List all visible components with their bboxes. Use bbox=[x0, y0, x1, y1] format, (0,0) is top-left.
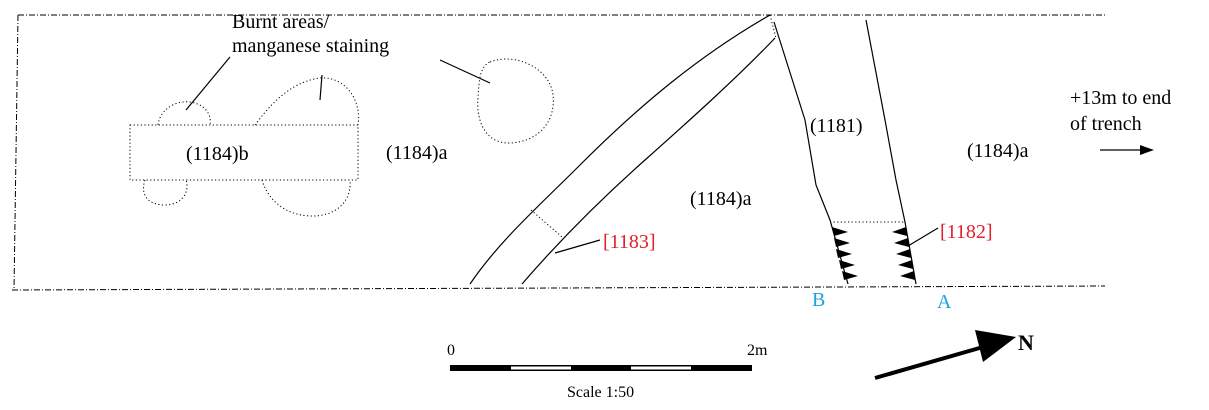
burnt-blob-top-left bbox=[157, 101, 211, 126]
extension-note-line1: +13m to end bbox=[1070, 87, 1171, 109]
context-1184b-area bbox=[129, 124, 359, 181]
cut-1182-label: [1182] bbox=[940, 221, 993, 243]
scale-bar-segment-white-2 bbox=[631, 366, 691, 370]
ditch-1182 bbox=[773, 19, 939, 285]
extension-arrow-icon bbox=[1100, 145, 1154, 155]
burnt-area-blobs bbox=[143, 58, 554, 217]
leader-line-3 bbox=[439, 59, 491, 84]
ditch-1182-hachures-right bbox=[892, 227, 915, 280]
ditch-1182-label-leader bbox=[907, 227, 939, 247]
scale-caption: Scale 1:50 bbox=[567, 384, 634, 401]
burnt-area-leaders bbox=[185, 56, 491, 111]
north-arrow-icon bbox=[874, 330, 1016, 380]
scale-bar bbox=[450, 365, 752, 371]
context-1181-label: (1181) bbox=[810, 115, 863, 137]
burnt-blob-top-middle bbox=[254, 77, 360, 126]
scale-start-label: 0 bbox=[447, 342, 455, 359]
ditch-1183-label-leader bbox=[554, 239, 601, 254]
ditch-1183-right-edge bbox=[521, 37, 776, 285]
ditch-1183-section-line bbox=[530, 209, 563, 238]
trench-outline bbox=[11, 14, 1106, 291]
context-1184a-right-label: (1184)a bbox=[967, 140, 1029, 162]
cut-1183-label: [1183] bbox=[603, 231, 656, 253]
context-1184a-left-label: (1184)a bbox=[386, 142, 448, 164]
trench-left-edge bbox=[13, 14, 19, 291]
leader-line-1 bbox=[185, 56, 231, 111]
ditch-1183-left-edge bbox=[469, 14, 771, 285]
leader-line-2 bbox=[319, 74, 323, 101]
context-1184a-mid-label: (1184)a bbox=[690, 188, 752, 210]
burnt-blob-bottom-left bbox=[143, 179, 188, 206]
scale-bar-segment-white-1 bbox=[511, 366, 571, 370]
section-a-label: A bbox=[937, 291, 952, 313]
scale-bar-frame bbox=[450, 365, 752, 371]
burnt-blob-isolated bbox=[477, 58, 554, 144]
ditch-1183-fill-top-edge bbox=[769, 14, 777, 39]
ditch-1182-right-edge bbox=[865, 19, 917, 285]
burnt-areas-label-line1: Burnt areas/ bbox=[232, 11, 330, 33]
extension-note-line2: of trench bbox=[1070, 113, 1142, 135]
context-1184b-label: (1184)b bbox=[186, 143, 249, 165]
burnt-blob-bottom-middle bbox=[261, 179, 351, 217]
section-b-label: B bbox=[812, 289, 825, 311]
burnt-areas-label-line2: manganese staining bbox=[232, 35, 389, 57]
trench-bottom-edge bbox=[11, 285, 1106, 291]
scale-end-label: 2m bbox=[747, 342, 768, 359]
north-label: N bbox=[1018, 330, 1034, 355]
ditch-1182-hachures-left bbox=[832, 227, 858, 280]
ditch-1183 bbox=[469, 14, 777, 285]
